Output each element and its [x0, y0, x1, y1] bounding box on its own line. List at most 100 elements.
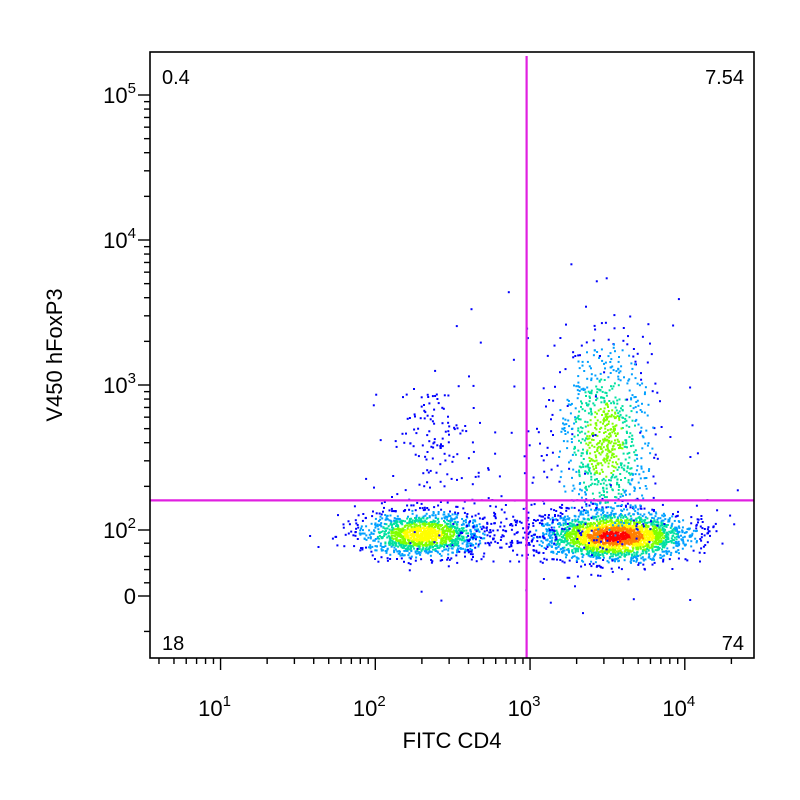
event-dot — [395, 517, 398, 520]
event-dot — [655, 536, 658, 539]
event-dot — [551, 451, 554, 454]
event-dot — [443, 536, 446, 539]
event-dot — [586, 551, 589, 554]
event-dot — [562, 428, 565, 431]
event-dot — [619, 544, 622, 547]
event-dot — [646, 531, 649, 534]
event-dot — [448, 540, 451, 543]
event-dot — [464, 550, 467, 553]
event-dot — [635, 537, 638, 540]
event-dot — [492, 529, 495, 532]
event-dot — [532, 554, 535, 557]
event-dot — [406, 522, 409, 525]
event-dot — [494, 517, 497, 520]
event-dot — [646, 540, 649, 543]
event-dot — [566, 522, 569, 525]
event-dot — [511, 539, 513, 542]
event-dot — [574, 416, 577, 419]
event-dot — [536, 535, 539, 538]
event-dot — [590, 528, 593, 531]
event-dot — [411, 528, 414, 531]
event-dot — [682, 542, 685, 545]
event-dot — [417, 538, 420, 541]
event-dot — [419, 519, 422, 522]
event-dot — [413, 428, 416, 431]
event-dot — [430, 536, 433, 538]
event-dot — [641, 543, 644, 546]
event-dot — [586, 404, 588, 407]
event-dot — [546, 546, 549, 548]
event-dot — [432, 519, 435, 522]
event-dot — [454, 526, 456, 529]
event-dot — [607, 541, 610, 544]
event-dot — [432, 537, 435, 540]
event-dot — [447, 553, 450, 556]
event-dot — [609, 534, 612, 537]
event-dot — [402, 396, 404, 399]
event-dot — [378, 512, 381, 515]
event-dot — [577, 385, 580, 388]
event-dot — [601, 541, 604, 544]
event-dot — [608, 550, 610, 553]
event-dot — [607, 376, 610, 379]
event-dot — [460, 535, 463, 538]
event-dot — [384, 518, 387, 521]
event-dot — [661, 533, 664, 536]
event-dot — [627, 526, 630, 529]
event-dot — [441, 533, 444, 536]
event-dot — [551, 536, 554, 539]
event-dot — [595, 424, 598, 427]
event-dot — [677, 510, 679, 513]
event-dot — [552, 434, 554, 436]
event-dot — [575, 531, 578, 533]
event-dot — [641, 402, 643, 405]
event-dot — [425, 539, 428, 542]
event-dot — [611, 448, 614, 451]
event-dot — [621, 551, 623, 554]
event-dot — [564, 433, 567, 435]
event-dot — [383, 534, 386, 537]
event-dot — [391, 534, 394, 537]
event-dot — [543, 502, 546, 505]
event-dot — [368, 529, 371, 532]
event-dot — [574, 519, 577, 522]
event-dot — [582, 387, 585, 390]
event-dot — [467, 532, 470, 535]
event-dot — [427, 543, 430, 546]
event-dot — [565, 540, 568, 543]
event-dot — [582, 525, 584, 528]
event-dot — [566, 535, 569, 538]
event-dot — [425, 535, 428, 538]
event-dot — [342, 526, 345, 529]
event-dot — [448, 425, 451, 428]
event-dot — [550, 418, 552, 421]
event-dot — [423, 485, 426, 488]
event-dot — [601, 551, 604, 554]
event-dot — [436, 547, 439, 549]
event-dot — [604, 321, 607, 324]
event-dot — [629, 315, 632, 318]
event-dot — [703, 528, 706, 530]
event-dot — [645, 523, 647, 526]
event-dot — [444, 430, 447, 433]
event-dot — [365, 534, 368, 537]
event-dot — [412, 504, 415, 507]
event-dot — [588, 468, 591, 471]
event-dot — [579, 513, 582, 516]
event-dot — [590, 516, 593, 519]
event-dot — [623, 445, 626, 448]
event-dot — [437, 504, 440, 507]
event-dot — [469, 553, 472, 556]
event-dot — [611, 531, 613, 533]
event-dot — [577, 434, 579, 437]
event-dot — [392, 538, 395, 541]
event-dot — [634, 377, 637, 380]
event-dot — [603, 459, 606, 462]
event-dot — [449, 510, 451, 513]
event-dot — [633, 363, 636, 366]
event-dot — [595, 393, 597, 396]
event-dot — [416, 535, 419, 538]
event-dot — [534, 533, 536, 536]
event-dot — [402, 531, 405, 534]
event-dot — [644, 485, 647, 487]
